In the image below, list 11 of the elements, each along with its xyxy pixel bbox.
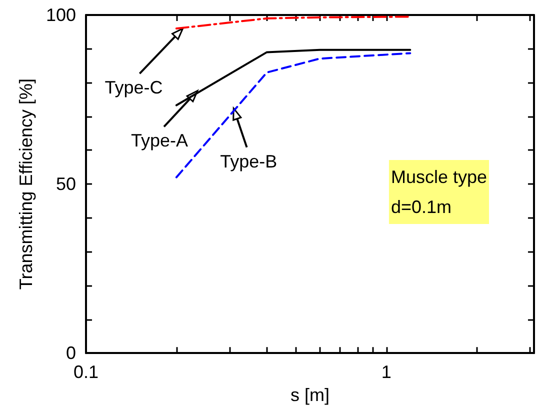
y-tick-label: 100 — [46, 5, 76, 25]
annotation: Type-B — [220, 151, 278, 172]
annotation: Muscle type d=0.1m — [390, 167, 488, 217]
annotation: Type-A — [130, 130, 188, 151]
y-tick-label: 50 — [56, 174, 76, 194]
annotation: Type-C — [104, 78, 163, 98]
x-tick-label: 0.1 — [73, 362, 99, 382]
x-tick-label: 1 — [381, 362, 392, 382]
y-axis-title: Transmitting Efficiency [%] — [16, 78, 36, 290]
y-tick-label: 0 — [66, 343, 76, 364]
x-axis-title: s [m] — [290, 385, 330, 405]
